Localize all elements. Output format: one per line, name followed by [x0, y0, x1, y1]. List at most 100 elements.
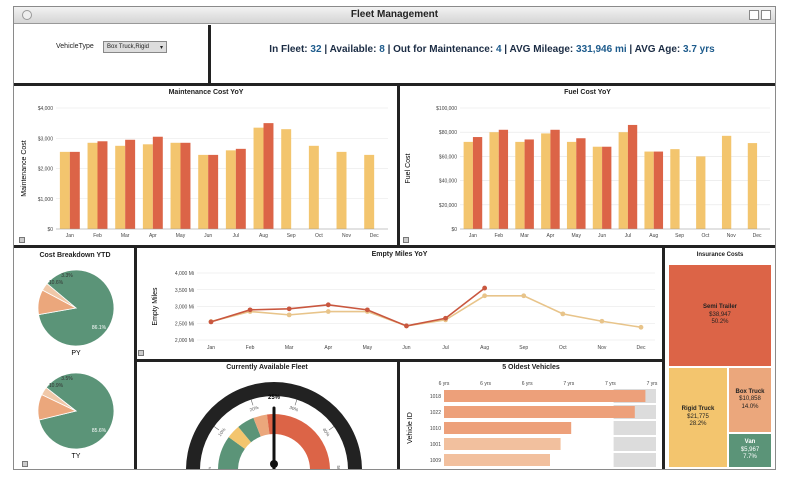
- expand-icon[interactable]: [19, 237, 25, 243]
- expand-icon[interactable]: [138, 350, 144, 356]
- gauge-tick: [250, 399, 254, 406]
- treemap-cell[interactable]: Van $5,967 7.7%: [728, 433, 772, 468]
- x-tick-label: Dec: [370, 233, 379, 239]
- y-tick-label: 2,500 Mi: [175, 321, 194, 327]
- fuel-chart-title: Fuel Cost YoY: [564, 89, 611, 96]
- available-value: 8: [379, 44, 385, 55]
- x-tick-label: Apr: [547, 233, 555, 239]
- treemap-cell[interactable]: Box Truck $10,858 14.0%: [728, 367, 772, 433]
- vehicle-type-select[interactable]: Box Truck,Rigid ▾: [103, 41, 167, 53]
- gauge-tick-label: 10%: [217, 427, 226, 437]
- x-tick-label: Jan: [207, 345, 215, 351]
- divider: [662, 247, 665, 469]
- age-label: AVG Age:: [634, 44, 681, 55]
- y-tick-label: 1022: [430, 410, 441, 416]
- bar: [653, 151, 664, 229]
- maintenance-label: Out for Maintenance:: [393, 44, 494, 55]
- gauge-band: [218, 437, 245, 469]
- y-tick-label: $4,000: [38, 106, 54, 112]
- x-tick-label: Sep: [675, 233, 684, 239]
- window-title: Fleet Management: [350, 9, 439, 20]
- pie-label: PY: [71, 350, 81, 357]
- bar: [627, 124, 638, 229]
- treemap-amount: $38,947: [709, 311, 731, 318]
- y-tick-label: $2,000: [38, 167, 54, 173]
- gauge-band: [238, 417, 261, 443]
- bar: [444, 438, 561, 450]
- bar: [115, 145, 126, 229]
- data-point: [443, 315, 448, 321]
- data-point: [482, 293, 488, 299]
- x-tick-label: 7 yrs: [563, 381, 574, 387]
- oldest-vehicles-title: 5 Oldest Vehicles: [502, 364, 560, 371]
- data-point: [286, 306, 292, 312]
- x-tick-label: Nov: [342, 233, 351, 239]
- data-point: [599, 318, 605, 324]
- mileage-value: 331,946 mi: [576, 44, 627, 55]
- bar: [576, 138, 586, 229]
- bar: [225, 150, 236, 229]
- bar: [59, 151, 70, 229]
- chevron-down-icon: ▾: [159, 44, 163, 51]
- gauge-value: 25%: [268, 395, 281, 401]
- close-icon[interactable]: [761, 10, 771, 20]
- bar: [721, 135, 732, 229]
- x-tick-label: 6 yrs: [439, 381, 450, 387]
- x-tick-label: Apr: [149, 233, 157, 239]
- gauge-tick: [294, 399, 298, 406]
- fuel-cost-panel: Fuel Cost YoY $0 $20,000 $40,000 $60,000 $80…: [400, 86, 775, 245]
- treemap-name: Semi Trailer: [702, 304, 738, 311]
- divider: [14, 245, 775, 248]
- gauge-tick-label: 30%: [289, 405, 299, 413]
- cost-breakdown-panel: Cost Breakdown YTD 86.1% 10.6% 3.3% PY 85.6%…: [16, 248, 134, 469]
- x-tick-label: Sep: [287, 233, 296, 239]
- bar: [152, 136, 163, 229]
- treemap-pct: 14.0%: [741, 403, 759, 410]
- x-tick-label: Jan: [469, 233, 477, 239]
- insurance-costs-panel: Insurance Costs Semi Trailer $38,947 50.2%…: [665, 248, 775, 469]
- bar: [489, 132, 499, 229]
- available-label: Available:: [329, 44, 377, 55]
- treemap-cell[interactable]: Rigid Truck $21,775 28.2%: [668, 367, 728, 468]
- y-tick-label: 3,500 Mi: [175, 288, 194, 294]
- bar: [444, 406, 635, 418]
- bar: [281, 129, 292, 229]
- treemap-cell[interactable]: Semi Trailer $38,947 50.2%: [668, 264, 772, 367]
- expand-icon[interactable]: [22, 461, 28, 467]
- x-tick-label: Jul: [625, 233, 631, 239]
- bar: [592, 146, 603, 229]
- bar: [515, 141, 525, 229]
- x-tick-label: Nov: [727, 233, 736, 239]
- pie-slice-label: 85.6%: [92, 428, 107, 434]
- x-tick-label: May: [363, 345, 373, 351]
- maintenance-chart-title: Maintenance Cost YoY: [168, 89, 244, 96]
- mileage-label: AVG Mileage:: [509, 44, 574, 55]
- kpi-separator: |: [387, 44, 391, 55]
- x-tick-label: Feb: [93, 233, 102, 239]
- series-line: [210, 287, 486, 327]
- bar: [125, 139, 136, 229]
- expand-icon[interactable]: [403, 237, 409, 243]
- insurance-costs-title: Insurance Costs: [696, 252, 744, 258]
- bar: [444, 454, 550, 466]
- cost-breakdown-title: Cost Breakdown YTD: [39, 252, 111, 259]
- data-point: [364, 307, 370, 313]
- bar: [97, 141, 108, 229]
- bar: [472, 137, 483, 229]
- y-tick-label: $80,000: [439, 130, 457, 136]
- x-tick-label: Mar: [285, 345, 294, 351]
- restore-icon[interactable]: [749, 10, 759, 20]
- x-tick-label: Oct: [315, 233, 323, 239]
- data-point: [560, 311, 566, 317]
- bar: [180, 142, 191, 229]
- pie-label: TY: [72, 453, 81, 460]
- y-tick-label: $20,000: [439, 203, 457, 209]
- y-tick-label: $100,000: [436, 106, 457, 112]
- x-tick-label: Aug: [259, 233, 268, 239]
- maintenance-value: 4: [495, 44, 502, 55]
- x-tick-label: Feb: [246, 345, 255, 351]
- bar: [69, 151, 80, 229]
- bar: [566, 141, 577, 229]
- pie-slice-label: 86.1%: [92, 325, 107, 331]
- fuel-cost-chart: $0 $20,000 $40,000 $60,000 $80,000 $100,000 Fu…: [405, 106, 770, 239]
